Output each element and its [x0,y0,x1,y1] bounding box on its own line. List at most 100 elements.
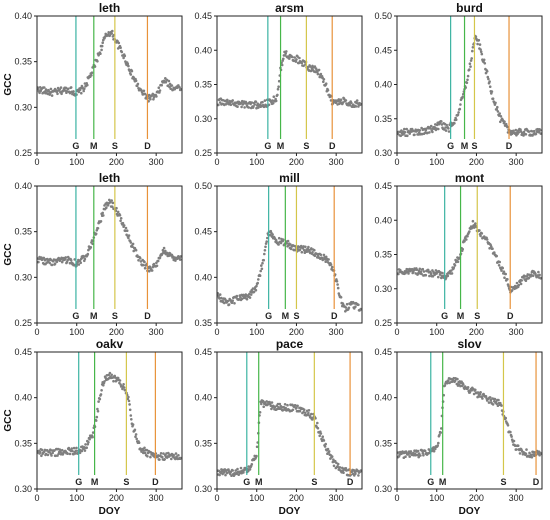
data-point [127,399,131,403]
y-tick-label: 0.45 [374,347,392,357]
data-point [96,227,100,230]
marker-label-G: G [265,311,272,321]
data-point [147,269,151,273]
data-point [66,452,69,456]
data-point [261,100,264,104]
x-tick-label: 300 [509,157,524,167]
y-tick-label: 0.25 [374,318,392,328]
y-tick-label: 0.30 [14,484,32,494]
data-point [342,471,345,475]
panel-title: burd [456,1,483,15]
data-point [463,240,466,243]
data-point [332,464,336,468]
panel-leth-4: leth G M S D 0.25 0.30 0.35 0.40 0 100 200 300 GCC [3,171,183,337]
data-point [422,454,425,457]
y-tick-label: 0.25 [14,318,32,328]
data-point [341,101,345,104]
data-point [241,103,245,106]
data-point [453,264,457,267]
data-point [122,386,126,389]
data-point [258,411,262,414]
y-tick-label: 0.45 [194,347,212,357]
y-tick-label: 0.40 [194,272,212,282]
data-point [428,131,431,134]
data-point [271,233,274,236]
data-point [280,63,284,67]
data-point [116,210,120,214]
y-tick-label: 0.35 [14,227,32,237]
data-point [218,473,221,477]
marker-label-M: M [277,141,285,151]
data-point [143,260,146,264]
data-point [307,245,310,249]
data-point [247,106,251,109]
marker-label-M: M [461,141,469,151]
data-point [327,258,330,261]
plot-frame [216,351,363,490]
data-point [350,101,353,105]
data-point [272,95,276,98]
data-point [129,241,133,244]
data-point [95,229,99,232]
marker-label-M: M [255,477,263,487]
marker-label-G: G [72,141,79,151]
data-point [50,263,54,267]
data-point [107,373,110,377]
data-point [96,407,99,411]
data-point [304,245,307,249]
data-point [510,435,513,438]
data-point [137,259,140,262]
data-point [240,105,243,109]
y-tick-label: 0.45 [194,227,212,237]
data-point [49,87,53,91]
data-point [302,408,306,412]
data-point [524,133,528,136]
data-point [143,266,147,270]
data-point [307,409,311,412]
data-point [60,260,64,264]
data-point [151,452,155,455]
data-point [135,437,138,441]
data-point [465,81,469,85]
y-tick-label: 0.40 [194,45,212,55]
y-tick-label: 0.50 [194,181,212,191]
panel-burd-3: burd G M S D 0.30 0.35 0.40 0.45 0.50 0 100 200 300 [374,1,543,167]
marker-label-S: S [471,141,477,151]
data-point [404,455,407,459]
data-point [413,133,416,137]
data-point [495,108,499,111]
data-point [438,273,442,276]
data-point [423,449,427,453]
data-point [162,246,166,250]
marker-label-D: D [144,141,151,151]
data-point [40,454,43,458]
data-point [142,263,145,267]
data-point [522,130,526,134]
marker-label-G: G [75,477,82,487]
data-point [453,122,456,125]
data-point [308,65,312,68]
panel-title: slov [457,337,481,351]
data-point [469,65,472,68]
data-point [231,299,234,303]
x-tick-label: 0 [34,327,39,337]
data-point [327,450,331,453]
data-point [283,403,287,406]
data-point [496,110,500,113]
data-point [490,90,494,93]
x-tick-label: 300 [149,493,164,503]
data-point [51,451,54,455]
data-point [317,68,321,72]
data-point [163,458,166,461]
marker-label-S: S [500,477,506,487]
y-tick-label: 0.40 [374,80,392,90]
data-point [69,86,73,89]
x-tick-label: 0 [394,157,399,167]
data-point [282,238,285,241]
data-point [525,448,528,451]
data-point [407,272,410,275]
data-point [100,389,103,392]
plot-frame [36,185,183,324]
data-point [86,443,90,446]
data-point [157,86,161,89]
